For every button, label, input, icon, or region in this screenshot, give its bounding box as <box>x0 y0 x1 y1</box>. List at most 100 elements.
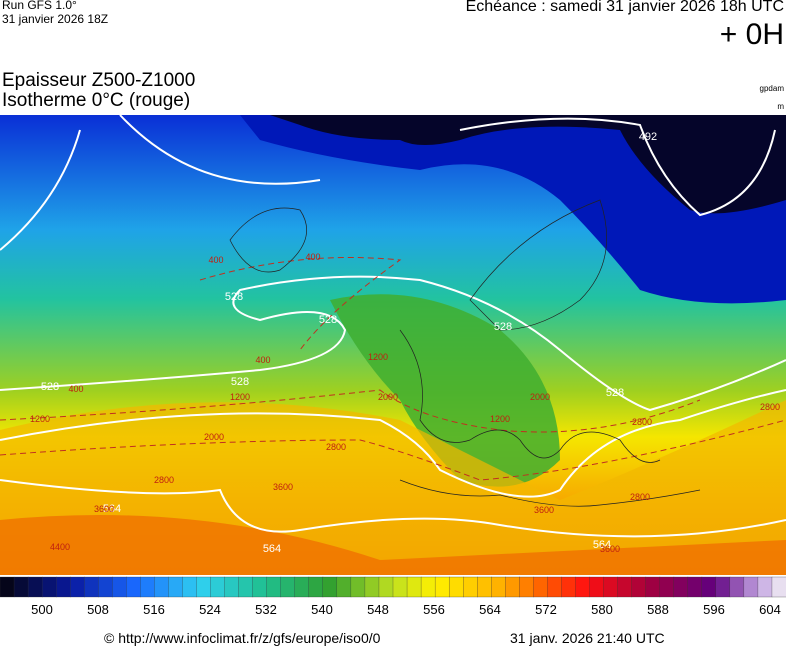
contour-label: 400 <box>305 252 320 262</box>
colorbar-swatch <box>0 576 15 598</box>
colorbar-swatch <box>98 576 113 598</box>
colorbar-swatch <box>617 576 633 598</box>
colorbar-swatch <box>266 576 282 598</box>
colorbar-swatch <box>224 576 240 598</box>
contour-label: 564 <box>263 543 281 555</box>
isotherm <box>0 419 786 481</box>
colorbar-swatch <box>154 576 169 598</box>
contour-492 <box>459 117 776 217</box>
colorbar-label: 548 <box>367 602 389 617</box>
unit-label: m <box>777 102 784 111</box>
contour-label: 1200 <box>230 392 250 402</box>
footer-url: © http://www.infoclimat.fr/z/gfs/europe/… <box>104 630 381 646</box>
colorbar-swatch <box>210 576 226 598</box>
colorbar-label: 588 <box>647 602 669 617</box>
contour-label: 1200 <box>30 414 50 424</box>
colorbar-label: 604 <box>759 602 781 617</box>
contour-552 <box>0 389 786 498</box>
colorbar-label: 532 <box>255 602 277 617</box>
contour-label: 528 <box>494 321 512 333</box>
colorbar-swatch <box>308 576 324 598</box>
colorbar-swatch <box>112 576 127 598</box>
colorbar-swatch <box>322 576 338 598</box>
colorbar-label: 596 <box>703 602 725 617</box>
colorbar-label: 500 <box>31 602 53 617</box>
contour-label: 3600 <box>94 504 114 514</box>
colorbar-swatch <box>519 576 534 598</box>
colorbar-swatch <box>252 576 268 598</box>
colorbar-swatch <box>547 576 562 598</box>
colorbar-swatch <box>448 576 464 598</box>
contour-label: 2000 <box>378 392 398 402</box>
footer-time: 31 janv. 2026 21:40 UTC <box>510 630 665 646</box>
contour-label: 492 <box>639 131 657 143</box>
contour-label: 528 <box>319 314 337 326</box>
echeance: Echéance : samedi 31 janvier 2026 18h UT… <box>465 0 784 15</box>
offset: + 0H <box>719 18 784 51</box>
colorbar-swatch <box>743 576 759 598</box>
colorbar-swatch <box>729 576 745 598</box>
colorbar-swatch <box>126 576 141 598</box>
contour-label: 400 <box>68 384 83 394</box>
colorbar-swatch <box>505 576 520 598</box>
colorbar-swatch <box>420 576 436 598</box>
coastline <box>399 479 701 507</box>
colorbar-swatch <box>182 576 197 598</box>
colorbar-swatch <box>280 576 296 598</box>
colorbar-swatch <box>238 576 254 598</box>
run-label: Run GFS 1.0° <box>2 0 77 12</box>
coastline <box>229 207 308 273</box>
colorbar-swatch <box>27 576 43 598</box>
contour-label: 528 <box>41 381 59 393</box>
title-line: Isotherme 0°C (rouge) <box>2 90 191 111</box>
colorbar-swatch <box>378 576 394 598</box>
colorbar-label: 516 <box>143 602 165 617</box>
contour-label: 528 <box>606 387 624 399</box>
hot-region <box>0 515 786 575</box>
coastline <box>399 329 661 463</box>
contour-label: 564 <box>103 503 121 515</box>
contour-label: 2000 <box>204 432 224 442</box>
colorbar-label: 556 <box>423 602 445 617</box>
isotherm <box>199 257 402 351</box>
contour-label: 528 <box>231 376 249 388</box>
contour-label: 4400 <box>50 542 70 552</box>
contour-528 <box>0 275 786 412</box>
colorbar-swatch <box>434 576 450 598</box>
colorbar-swatch <box>603 576 619 598</box>
colorbar-swatch <box>406 576 422 598</box>
colorbar-swatch <box>477 576 492 598</box>
colorbar-label: 572 <box>535 602 557 617</box>
colorbar-swatch <box>701 576 717 598</box>
contour-label: 2800 <box>630 492 650 502</box>
colorbar-swatch <box>13 576 29 598</box>
colorbar-label: 580 <box>591 602 613 617</box>
colorbar-swatch <box>41 576 57 598</box>
colorbar-swatch <box>715 576 731 598</box>
contour-label: 1200 <box>490 414 510 424</box>
contour-label: 2800 <box>154 475 174 485</box>
contour-label: 3600 <box>273 482 293 492</box>
green-region <box>330 294 560 487</box>
isotherm <box>0 389 701 433</box>
colorbar-swatch <box>631 576 647 598</box>
contour-label: 2000 <box>530 392 550 402</box>
colorbar-swatch <box>364 576 380 598</box>
contour-label: 528 <box>225 291 243 303</box>
contour-label: 400 <box>208 255 223 265</box>
colorbar-label: 540 <box>311 602 333 617</box>
colorbar-swatch <box>350 576 366 598</box>
colorbar-swatch <box>561 576 576 598</box>
contour-label: 2800 <box>632 417 652 427</box>
colorbar-swatch <box>575 576 590 598</box>
colorbar-swatch <box>757 576 773 598</box>
title-line: Epaisseur Z500-Z1000 <box>2 70 196 91</box>
contour-label: 3600 <box>600 544 620 554</box>
colorbar-swatch <box>589 576 604 598</box>
cold-core <box>270 115 786 214</box>
colorbar-swatch <box>294 576 310 598</box>
colorbar-label: 524 <box>199 602 221 617</box>
colorbar-swatch <box>196 576 211 598</box>
